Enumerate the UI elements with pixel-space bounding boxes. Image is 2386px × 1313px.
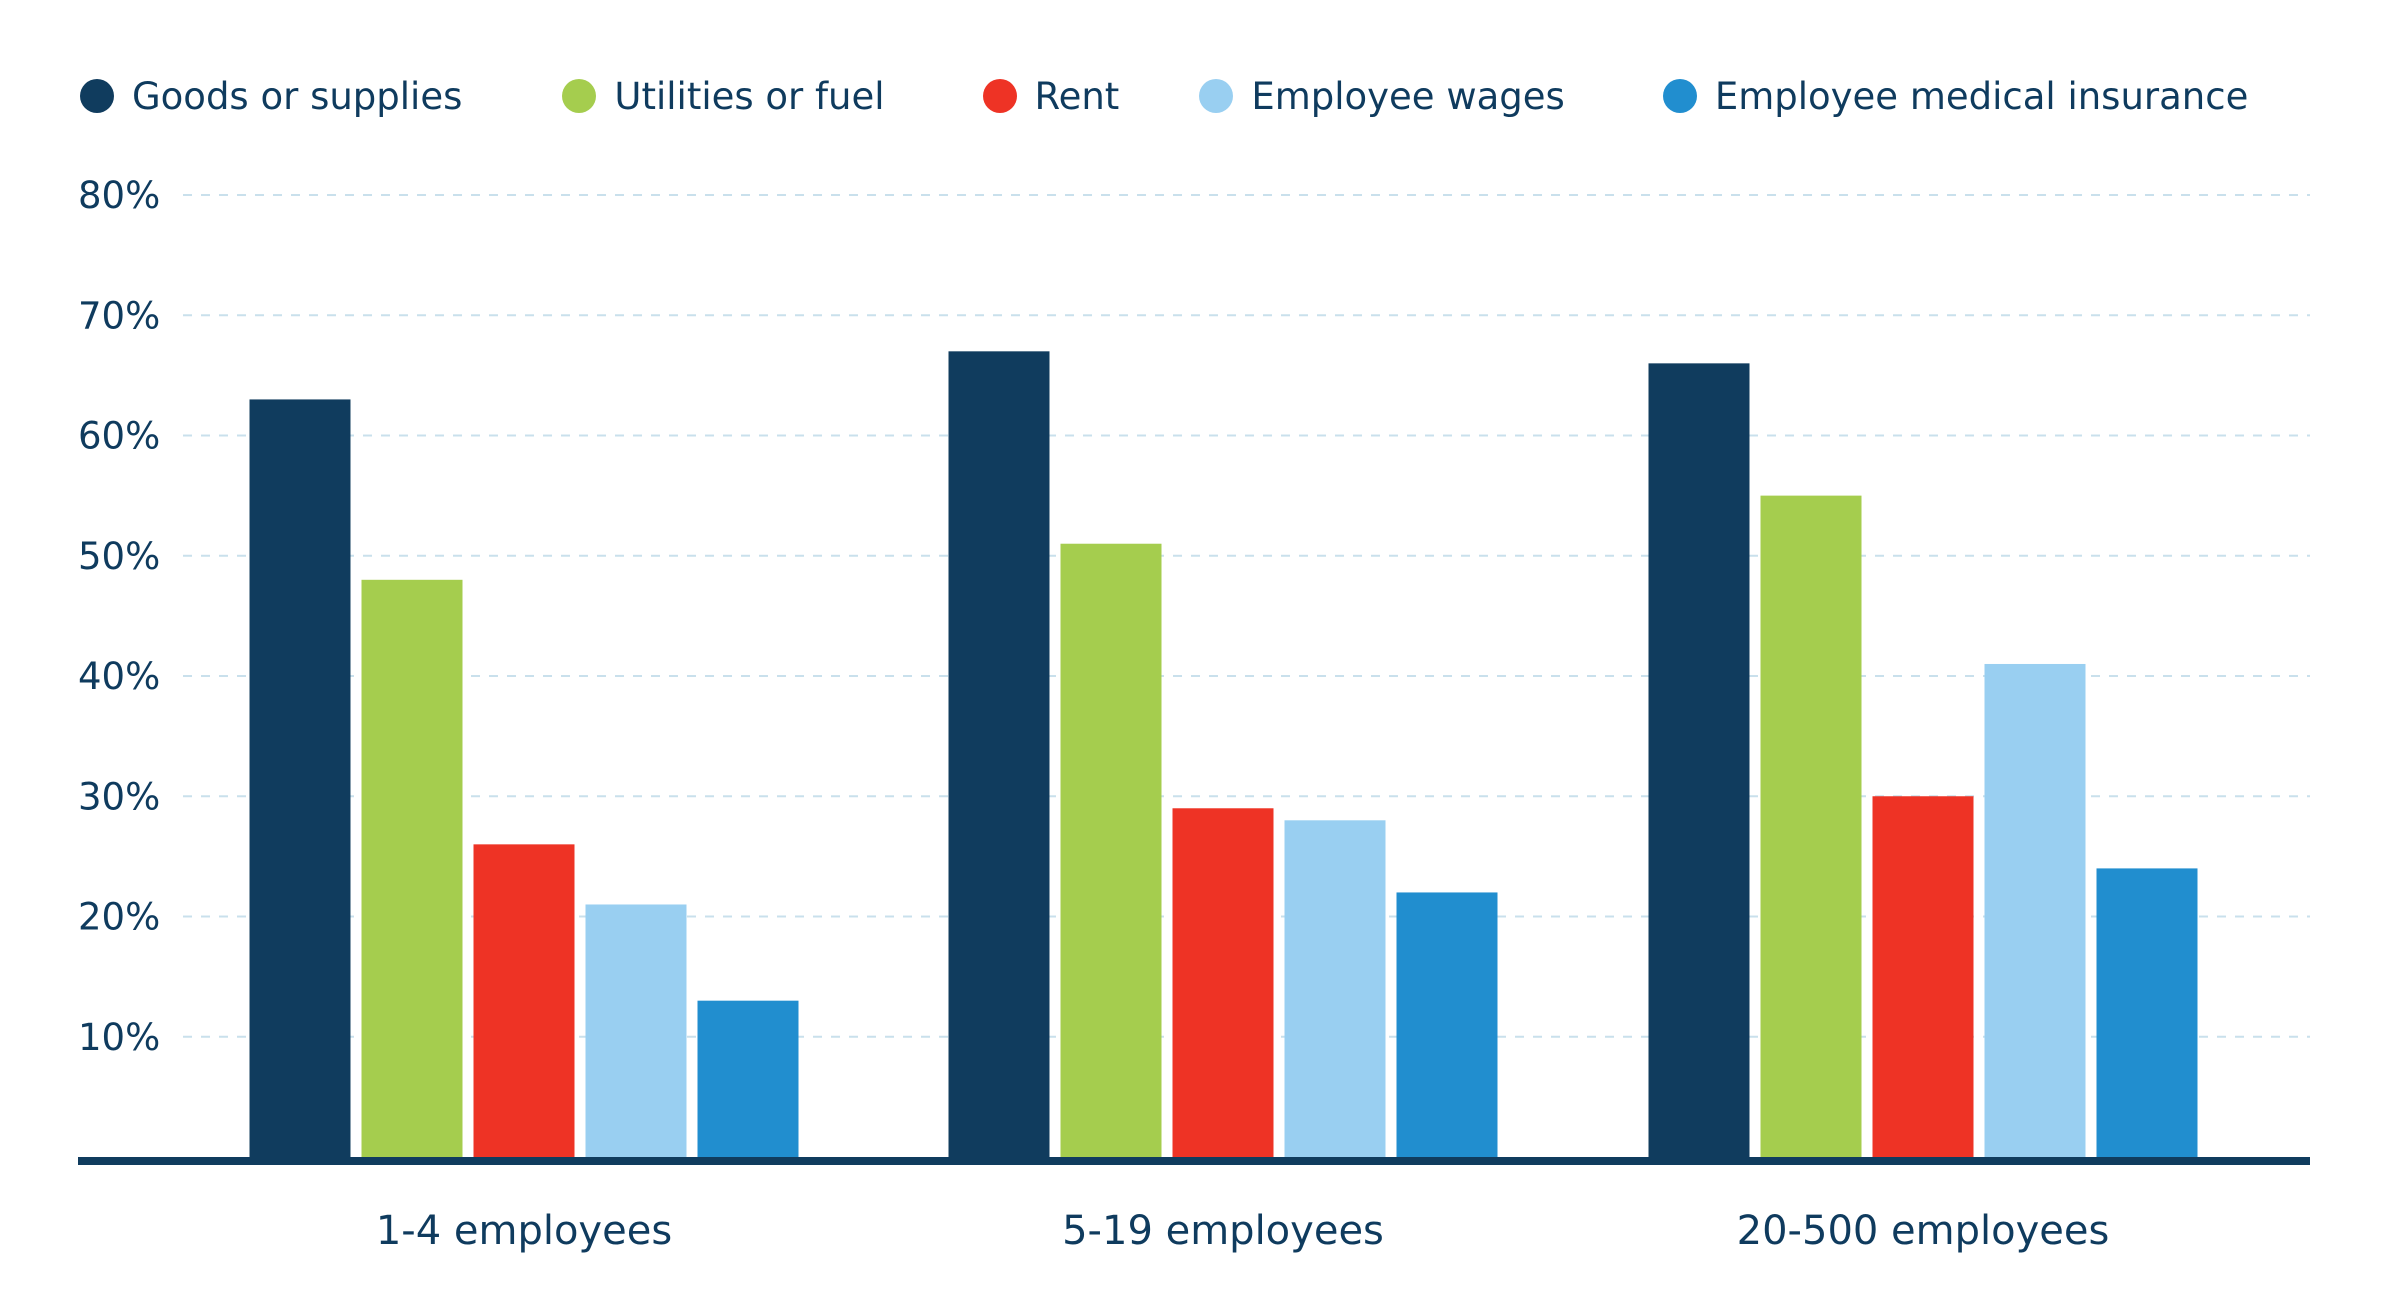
legend-item: Utilities or fuel xyxy=(562,74,885,118)
y-tick-label: 70% xyxy=(78,294,160,337)
y-tick-label: 20% xyxy=(78,896,160,939)
y-axis-ticks: 10% 20% 30% 40% 50% 60% 70% 80% xyxy=(78,174,160,1059)
bar xyxy=(473,844,575,1157)
legend-swatch-icon xyxy=(562,79,597,113)
x-category-label: 5-19 employees xyxy=(1062,1208,1384,1254)
x-category-label: 20-500 employees xyxy=(1737,1208,2110,1254)
y-tick-label: 80% xyxy=(78,174,160,217)
bar xyxy=(1284,820,1386,1157)
legend-label: Employee wages xyxy=(1251,74,1565,118)
legend-item: Employee wages xyxy=(1199,74,1565,118)
bar xyxy=(1172,808,1274,1157)
y-tick-label: 50% xyxy=(78,535,160,578)
bar xyxy=(2096,868,2198,1157)
bar xyxy=(1396,892,1498,1157)
y-tick-label: 30% xyxy=(78,775,160,818)
y-tick-label: 60% xyxy=(78,415,160,458)
bar xyxy=(361,579,463,1157)
bar xyxy=(948,351,1050,1157)
bar xyxy=(249,399,351,1157)
bar xyxy=(1872,796,1974,1157)
chart-legend: Goods or supplies Utilities or fuel Rent Em… xyxy=(80,68,2248,124)
legend-label: Utilities or fuel xyxy=(614,74,885,118)
x-category-label: 1-4 employees xyxy=(376,1208,672,1254)
bar xyxy=(1984,663,2086,1157)
legend-item: Goods or supplies xyxy=(80,75,462,118)
legend-label: Goods or supplies xyxy=(132,74,463,118)
bars xyxy=(249,351,2198,1158)
x-axis-labels: 1-4 employees 5-19 employees 20-500 employ… xyxy=(376,1208,2110,1254)
legend-swatch-icon xyxy=(1199,79,1234,113)
bar xyxy=(1760,495,1862,1157)
legend-item: Employee medical insurance xyxy=(1662,74,2249,118)
bar xyxy=(1060,543,1162,1157)
bar xyxy=(585,904,687,1157)
bar xyxy=(1648,363,1750,1158)
y-tick-label: 40% xyxy=(78,655,160,698)
legend-swatch-icon xyxy=(982,79,1017,113)
legend-swatch-icon xyxy=(80,79,114,113)
legend-item: Rent xyxy=(982,74,1120,118)
legend-swatch-icon xyxy=(1662,79,1697,113)
y-tick-label: 10% xyxy=(78,1016,160,1059)
legend-label: Employee medical insurance xyxy=(1714,74,2249,118)
bar xyxy=(697,1000,799,1157)
legend-label: Rent xyxy=(1034,74,1120,118)
